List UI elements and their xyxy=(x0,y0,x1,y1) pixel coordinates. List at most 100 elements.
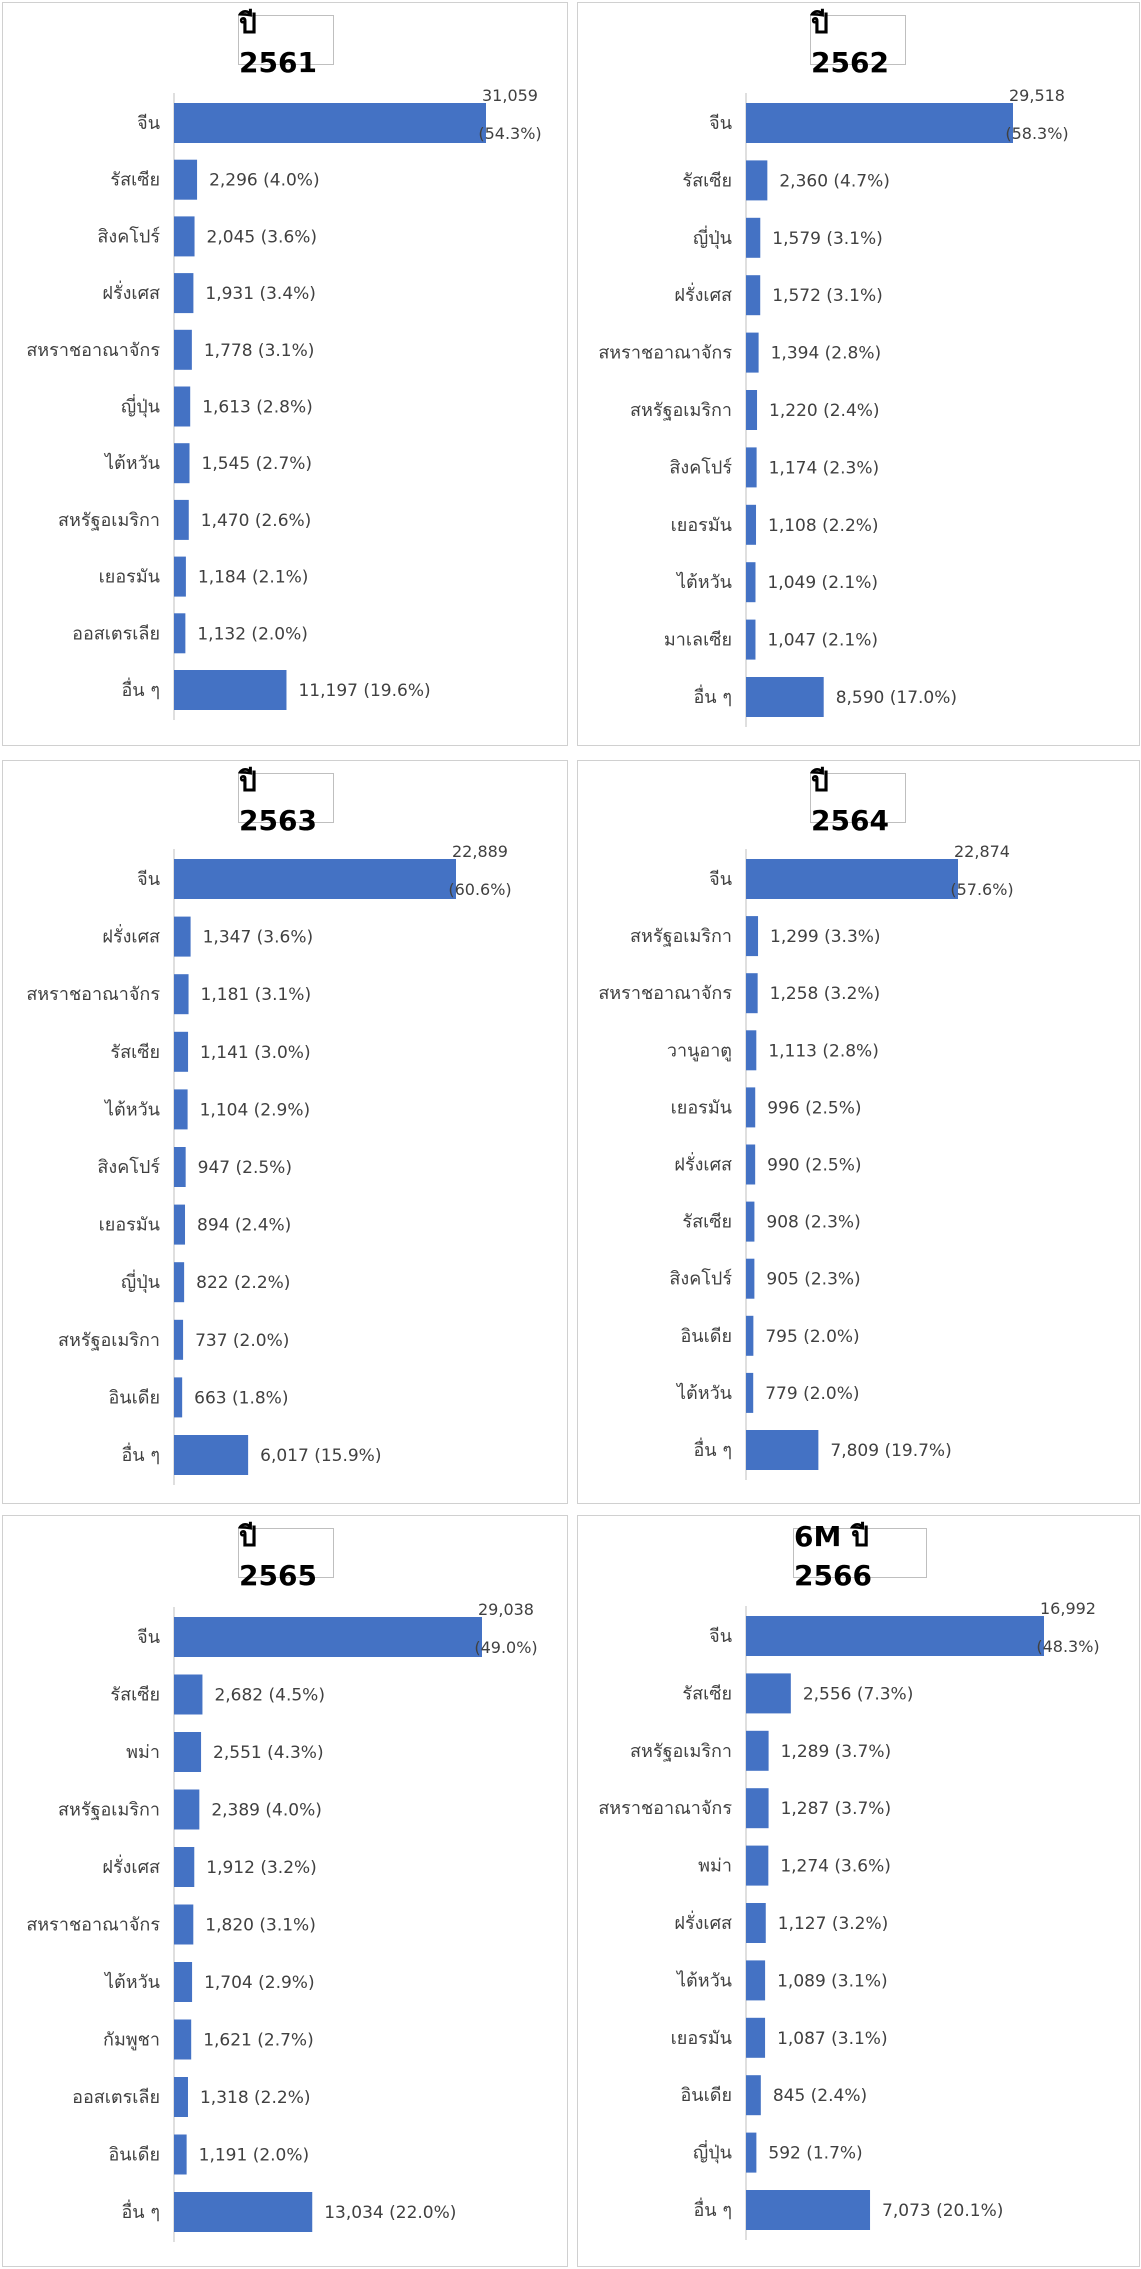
category-label: สหรัฐอเมริกา xyxy=(58,510,160,531)
category-label: ออสเตรเลีย xyxy=(72,623,160,644)
data-label: 845 (2.4%) xyxy=(773,2086,867,2106)
bar-สหรัฐอเมริกา xyxy=(174,1789,200,1830)
data-label: 1,087 (3.1%) xyxy=(777,2029,888,2049)
bar-อื่น-ๆ xyxy=(746,1430,819,1470)
data-label: 947 (2.5%) xyxy=(198,1158,292,1178)
data-label: 1,049 (2.1%) xyxy=(767,573,878,593)
bar-chart: จีน 31,059 (54.3%) รัสเซีย 2,296 (4.0%) สิงคโ… xyxy=(26,86,542,720)
share-label: (48.3%) xyxy=(1036,1637,1099,1656)
bar-เยอรมัน xyxy=(746,2017,766,2058)
bar-ฝรั่งเศส xyxy=(746,275,761,316)
category-label: ฝรั่งเศส xyxy=(674,282,732,306)
data-label: 1,174 (2.3%) xyxy=(769,458,880,478)
bar-อินเดีย xyxy=(746,1315,754,1356)
category-label: อินเดีย xyxy=(108,2145,160,2166)
category-label: สหรัฐอเมริกา xyxy=(630,926,732,947)
bar-วานูอาตู xyxy=(746,1030,757,1071)
category-label: สหราชอาณาจักร xyxy=(598,1798,732,1819)
bar-เยอรมัน xyxy=(174,1204,186,1245)
data-label: 1,132 (2.0%) xyxy=(197,624,308,644)
category-label: อื่น ๆ xyxy=(121,2199,160,2223)
share-label: (60.6%) xyxy=(448,880,511,899)
share-label: (54.3%) xyxy=(478,124,541,143)
category-label: จีน xyxy=(709,869,732,890)
category-label: ญี่ปุ่น xyxy=(121,394,160,418)
data-label: 1,258 (3.2%) xyxy=(770,984,881,1004)
data-label: 996 (2.5%) xyxy=(767,1098,861,1118)
bar-chart: จีน 22,889 (60.6%) ฝรั่งเศส 1,347 (3.6%) สหรา… xyxy=(26,842,512,1485)
category-label: ฝรั่งเศส xyxy=(674,1910,732,1934)
category-label: ญี่ปุ่น xyxy=(693,225,732,249)
category-label: อินเดีย xyxy=(680,1326,732,1347)
bar-อื่น-ๆ xyxy=(746,677,824,717)
bar-พม่า xyxy=(174,1732,202,1772)
data-label: 663 (1.8%) xyxy=(194,1388,288,1408)
category-label: ฝรั่งเศส xyxy=(102,1854,160,1878)
category-label: สหราชอาณาจักร xyxy=(598,983,732,1004)
bar-ออสเตรเลีย xyxy=(174,613,186,654)
data-label: 1,579 (3.1%) xyxy=(772,229,883,249)
category-label: จีน xyxy=(137,869,160,890)
data-label: 737 (2.0%) xyxy=(195,1331,289,1351)
bar-สหราชอาณาจักร xyxy=(746,1788,769,1829)
chart-panel-1: ปี 2561 จีน 31,059 (54.3%) รัสเซีย 2,296 (4.0… xyxy=(2,2,568,746)
share-label: (58.3%) xyxy=(1005,124,1068,143)
category-label: ออสเตรเลีย xyxy=(72,2087,160,2108)
bar-รัสเซีย xyxy=(174,1674,203,1715)
data-label: 2,682 (4.5%) xyxy=(214,1686,325,1706)
category-label: ไต้หวัน xyxy=(103,1098,160,1120)
bar-รัสเซีย xyxy=(746,1201,755,1242)
bar-ไต้หวัน xyxy=(746,1372,754,1413)
data-label: 1,613 (2.8%) xyxy=(202,398,313,418)
category-label: สหรัฐอเมริกา xyxy=(58,1800,160,1821)
bar-สิงคโปร์ xyxy=(746,1258,755,1299)
bar-ฝรั่งเศส xyxy=(746,1903,766,1943)
chart-panel-5: ปี 2565 จีน 29,038 (49.0%) รัสเซีย 2,682 (4.5… xyxy=(2,1515,568,2267)
bar-รัสเซีย xyxy=(174,1031,189,1072)
chart-panel-2: ปี 2562 จีน 29,518 (58.3%) รัสเซีย 2,360 (4.7… xyxy=(577,2,1140,746)
share-label: (49.0%) xyxy=(474,1638,537,1657)
category-label: รัสเซีย xyxy=(110,1685,160,1706)
bar-ไต้หวัน xyxy=(174,1962,193,2002)
category-label: เยอรมัน xyxy=(671,2028,732,2049)
bar-สหรัฐอเมริกา xyxy=(746,390,758,430)
category-label: สหราชอาณาจักร xyxy=(26,1915,160,1936)
data-label: 1,191 (2.0%) xyxy=(199,2146,310,2166)
bar-สหราชอาณาจักร xyxy=(174,1904,194,1945)
data-label: 894 (2.4%) xyxy=(197,1216,291,1236)
data-label: 1,470 (2.6%) xyxy=(201,511,312,531)
category-label: สิงคโปร์ xyxy=(97,225,160,247)
data-label: 16,992 xyxy=(1040,1599,1096,1618)
data-label: 1,047 (2.1%) xyxy=(767,631,878,651)
data-label: 13,034 (22.0%) xyxy=(324,2203,456,2223)
bar-ฝรั่งเศส xyxy=(746,1144,756,1185)
share-label: (57.6%) xyxy=(950,880,1013,899)
category-label: รัสเซีย xyxy=(110,170,160,191)
data-label: 22,889 xyxy=(452,842,508,861)
category-label: รัสเซีย xyxy=(682,1683,732,1704)
bar-อื่น-ๆ xyxy=(174,1435,249,1475)
data-label: 1,394 (2.8%) xyxy=(771,344,882,364)
category-label: สิงคโปร์ xyxy=(669,456,732,478)
bar-จีน xyxy=(174,103,486,143)
category-label: สิงคโปร์ xyxy=(97,1156,160,1178)
bar-สหราชอาณาจักร xyxy=(746,973,758,1014)
data-label: 1,181 (3.1%) xyxy=(201,985,312,1005)
bar-สิงคโปร์ xyxy=(174,216,195,257)
data-label: 1,912 (3.2%) xyxy=(206,1858,317,1878)
bar-สิงคโปร์ xyxy=(174,1147,186,1187)
category-label: วานูอาตู xyxy=(667,1040,732,1061)
data-label: 1,141 (3.0%) xyxy=(200,1043,311,1063)
category-label: เยอรมัน xyxy=(671,515,732,536)
data-label: 990 (2.5%) xyxy=(767,1156,861,1176)
data-label: 1,347 (3.6%) xyxy=(203,928,314,948)
chart-title: 6M ปี 2566 xyxy=(793,1520,927,1592)
data-label: 11,197 (19.6%) xyxy=(298,681,430,701)
bar-ญี่ปุ่น xyxy=(746,217,761,258)
bar-เยอรมัน xyxy=(174,556,186,597)
category-label: กัมพูชา xyxy=(103,2030,160,2051)
bar-อินเดีย xyxy=(746,2075,761,2116)
data-label: 1,220 (2.4%) xyxy=(769,401,880,421)
bar-ฝรั่งเศส xyxy=(174,1847,195,1887)
chart-panel-6: 6M ปี 2566 จีน 16,992 (48.3%) รัสเซีย 2,556 (… xyxy=(577,1515,1140,2267)
